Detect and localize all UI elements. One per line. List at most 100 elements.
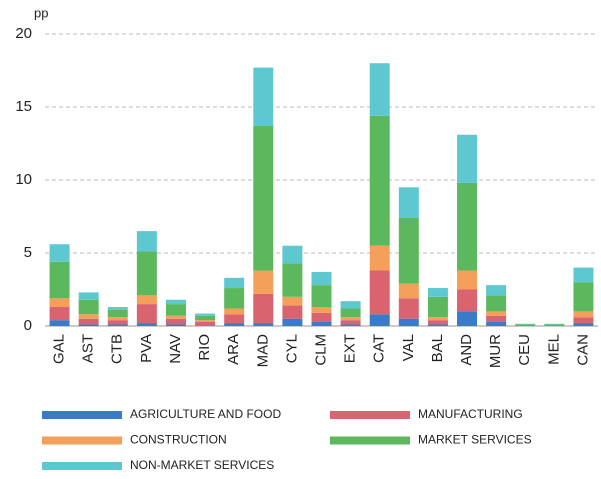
bar-segment	[224, 277, 245, 289]
bar-segment	[486, 311, 507, 316]
legend-label: MANUFACTURING	[418, 407, 523, 421]
bar-segment	[457, 182, 478, 271]
x-tick-label: EXT	[342, 334, 359, 363]
bar-segment	[515, 323, 536, 325]
x-tick-label: GAL	[51, 334, 68, 364]
bar-segment	[282, 263, 303, 297]
y-tick-label: 10	[15, 171, 32, 188]
bar-segment	[78, 292, 99, 300]
bar-segment	[49, 298, 70, 308]
bar-segment	[224, 314, 245, 324]
legend-swatch	[42, 411, 122, 419]
x-tick-label: CEU	[516, 334, 533, 366]
x-tick-label: CAT	[371, 334, 388, 363]
x-tick-label: BAL	[429, 334, 446, 362]
bar-segment	[165, 318, 186, 325]
bar-segment	[107, 317, 128, 321]
x-tick-label: CYL	[283, 334, 300, 363]
bar-segment	[78, 324, 99, 326]
x-tick-label: CLM	[312, 334, 329, 366]
bar-segment	[107, 320, 128, 325]
bar-segment	[136, 323, 157, 326]
bar-segment	[544, 324, 565, 326]
bar-segment	[282, 305, 303, 319]
x-tick-label: VAL	[400, 334, 417, 361]
bar-segment	[573, 323, 594, 326]
x-tick-label: ARA	[225, 334, 242, 365]
bar-segment	[486, 285, 507, 296]
bar-segment	[340, 301, 361, 309]
bar-segment	[311, 285, 332, 308]
bar-segment	[136, 295, 157, 305]
x-tick-label: AND	[458, 334, 475, 366]
bar-segment	[398, 187, 419, 218]
bar-segment	[49, 261, 70, 299]
bar-segment	[224, 308, 245, 315]
bar-segment	[282, 318, 303, 326]
bar-segment	[573, 267, 594, 283]
bar-segment	[195, 325, 216, 326]
x-tick-label: PVA	[138, 334, 155, 363]
bar-segment	[515, 324, 536, 326]
bar-segment	[195, 313, 216, 316]
bar-segment	[573, 311, 594, 318]
y-tick-label: 5	[24, 244, 32, 261]
y-axis-label: pp	[34, 5, 48, 20]
x-tick-label: CAN	[574, 334, 591, 366]
bar-segment	[573, 317, 594, 324]
bar-segment	[427, 320, 448, 325]
bar-segment	[78, 318, 99, 325]
bar-segment	[457, 289, 478, 312]
bar-segment	[165, 304, 186, 316]
y-tick-label: 20	[15, 25, 32, 42]
bar-segment	[253, 125, 274, 271]
bar-segment	[107, 324, 128, 326]
x-tick-label: AST	[80, 334, 97, 363]
legend-label: AGRICULTURE AND FOOD	[130, 407, 281, 421]
bar-segment	[311, 321, 332, 326]
bar-segment	[195, 321, 216, 326]
bar-segment	[573, 282, 594, 312]
bar-segment	[253, 323, 274, 326]
bar-segment	[49, 320, 70, 326]
bar-segment	[457, 270, 478, 290]
bar-segment	[544, 323, 565, 325]
bar-segment	[49, 244, 70, 262]
legend-label: MARKET SERVICES	[418, 433, 532, 447]
bar-segment	[282, 245, 303, 264]
bar-segment	[136, 251, 157, 296]
bar-segment	[369, 115, 390, 246]
x-tick-label: RIO	[196, 334, 213, 361]
bar-segment	[398, 283, 419, 299]
bar-segment	[224, 323, 245, 326]
bar-segment	[195, 315, 216, 321]
bar-segment	[136, 231, 157, 252]
legend: AGRICULTURE AND FOOD MANUFACTURING CONSTRU…	[42, 407, 532, 472]
bar-segment	[427, 317, 448, 321]
legend-swatch	[330, 436, 410, 445]
bar-segment	[253, 270, 274, 294]
bar-segment	[253, 67, 274, 126]
bar-segment	[369, 270, 390, 315]
x-tick-label: MUR	[487, 334, 504, 368]
x-tick-label: MEL	[545, 334, 562, 365]
bar-segment	[427, 288, 448, 297]
bar-segment	[340, 320, 361, 325]
bar-segment	[78, 314, 99, 319]
bar-segment	[398, 318, 419, 326]
legend-swatch	[42, 462, 122, 470]
bar-segment	[136, 304, 157, 324]
x-tick-label: MAD	[254, 334, 271, 368]
bar-segment	[195, 320, 216, 322]
bar-segment	[457, 311, 478, 326]
bar-segment	[340, 308, 361, 318]
bar-segment	[486, 315, 507, 322]
y-tick-label: 0	[24, 317, 32, 334]
bar-segment	[340, 324, 361, 326]
bar-segment	[107, 307, 128, 310]
bar-segment	[165, 315, 186, 319]
bar-segment	[486, 295, 507, 312]
bar-segment	[427, 324, 448, 326]
legend-swatch	[42, 436, 122, 445]
